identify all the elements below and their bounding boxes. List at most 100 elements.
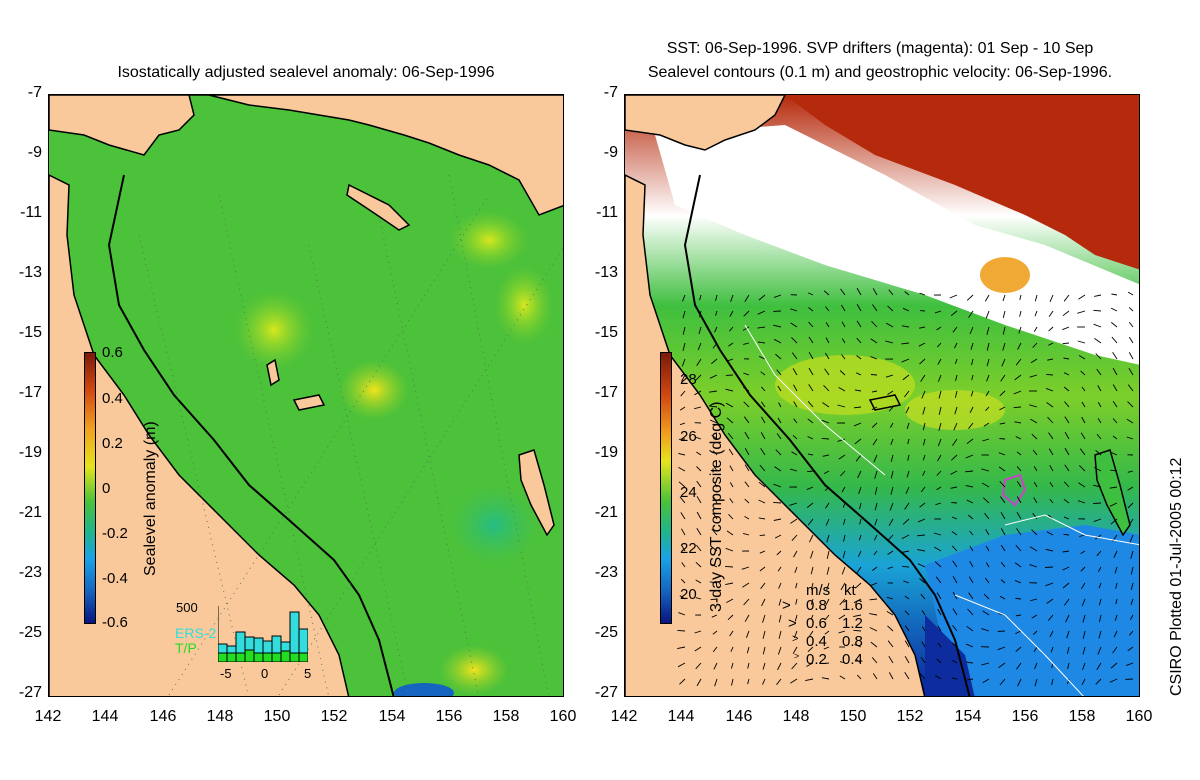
island — [266, 358, 280, 387]
velocity-arrow — [1030, 418, 1038, 424]
velocity-arrow — [760, 582, 766, 589]
velocity-arrow — [971, 358, 974, 366]
velocity-arrow — [1062, 550, 1070, 553]
velocity-arrow — [970, 390, 974, 397]
velocity-arrow — [715, 310, 718, 316]
velocity-arrow — [998, 466, 1006, 472]
velocity-arrow — [1081, 678, 1086, 686]
velocity-arrow — [1109, 678, 1118, 683]
velocity-arrow — [951, 660, 958, 664]
velocity-arrow — [1096, 662, 1102, 670]
velocity-arrow — [986, 374, 990, 382]
velocity-arrow — [950, 486, 958, 489]
velocity-arrow — [1029, 404, 1038, 408]
velocity-arrow — [1029, 374, 1038, 378]
velocity-arrow — [807, 646, 814, 653]
velocity-arrow — [789, 468, 798, 472]
velocity-arrow — [680, 390, 686, 397]
velocity-arrow — [951, 677, 958, 680]
velocity-arrow — [985, 562, 990, 568]
velocity-arrow — [1130, 582, 1134, 591]
velocity-arrow — [730, 646, 734, 652]
velocity-arrow — [1078, 465, 1086, 472]
land-new-guinea — [49, 95, 563, 216]
velocity-arrow — [1112, 401, 1118, 408]
velocity-arrow — [906, 470, 910, 478]
velocity-arrow — [938, 390, 942, 399]
velocity-arrow — [856, 674, 862, 680]
velocity-arrow — [1016, 466, 1022, 472]
velocity-arrow — [917, 534, 926, 537]
velocity-arrow — [679, 496, 686, 504]
velocity-arrow — [727, 432, 734, 440]
velocity-arrow — [1129, 630, 1134, 636]
velocity-arrow — [712, 630, 718, 635]
left-map-panel[interactable] — [48, 94, 564, 697]
y-tick-label: -11 — [596, 204, 618, 221]
x-tick-label: 152 — [896, 708, 924, 725]
velocity-legend-ms: 0.4 — [806, 633, 827, 650]
velocity-arrow — [1077, 500, 1086, 504]
velocity-arrow — [837, 438, 846, 442]
velocity-arrow — [679, 406, 686, 411]
velocity-arrow — [869, 598, 878, 601]
velocity-arrow — [859, 502, 862, 510]
velocity-arrow — [742, 582, 750, 588]
velocity-arrow — [1033, 326, 1038, 332]
velocity-arrow — [808, 321, 814, 328]
velocity-arrow — [1093, 467, 1102, 472]
histogram-bar-tp — [280, 650, 291, 663]
velocity-arrow — [1016, 662, 1022, 670]
velocity-arrow — [857, 470, 862, 479]
velocity-arrow — [724, 565, 734, 568]
velocity-arrow — [981, 662, 990, 666]
right-map-panel[interactable] — [624, 94, 1140, 697]
velocity-legend-arrow: > — [794, 651, 800, 661]
velocity-arrow — [825, 306, 830, 312]
velocity-arrow — [807, 518, 814, 526]
velocity-arrow — [713, 662, 718, 670]
left-map-svg — [49, 95, 563, 696]
velocity-arrow — [840, 288, 846, 296]
velocity-arrow — [954, 406, 958, 415]
x-tick-label: 160 — [1125, 708, 1153, 725]
velocity-arrow — [907, 438, 910, 445]
velocity-arrow — [904, 390, 910, 398]
velocity-arrow — [1110, 469, 1118, 472]
legend-tp: T/P — [175, 640, 197, 656]
velocity-arrow — [747, 678, 750, 685]
velocity-arrow — [1111, 336, 1118, 344]
colorbar-tick-label: -0.2 — [102, 525, 128, 542]
velocity-arrow — [968, 576, 974, 584]
velocity-arrow — [999, 422, 1006, 425]
velocity-arrow — [725, 402, 734, 408]
velocity-arrow — [1034, 310, 1038, 317]
histogram-x-tick: 5 — [304, 666, 312, 681]
velocity-arrow — [758, 294, 766, 301]
velocity-arrow — [1114, 614, 1118, 621]
velocity-arrow — [726, 530, 734, 536]
velocity-arrow — [902, 374, 910, 381]
velocity-arrow — [986, 326, 990, 335]
velocity-arrow — [874, 502, 878, 511]
velocity-arrow — [776, 433, 782, 440]
velocity-arrow — [841, 354, 846, 360]
velocity-arrow — [826, 550, 830, 559]
velocity-arrow — [1029, 564, 1038, 568]
velocity-legend-header-ms: m/s — [806, 582, 831, 599]
velocity-arrow — [775, 353, 782, 360]
velocity-arrow — [842, 502, 846, 508]
velocity-arrow — [1130, 598, 1134, 606]
velocity-arrow — [1066, 630, 1070, 639]
velocity-arrow — [1093, 309, 1102, 312]
velocity-arrow — [934, 310, 942, 314]
velocity-arrow — [901, 534, 910, 540]
velocity-arrow — [1016, 528, 1022, 536]
velocity-arrow — [1063, 481, 1070, 488]
velocity-arrow — [773, 518, 782, 521]
velocity-arrow — [1080, 550, 1086, 554]
island-new-caledonia — [1094, 449, 1131, 537]
velocity-arrow — [1112, 435, 1118, 440]
velocity-arrow — [726, 417, 734, 424]
colorbar-tick-label: -0.4 — [102, 570, 128, 587]
